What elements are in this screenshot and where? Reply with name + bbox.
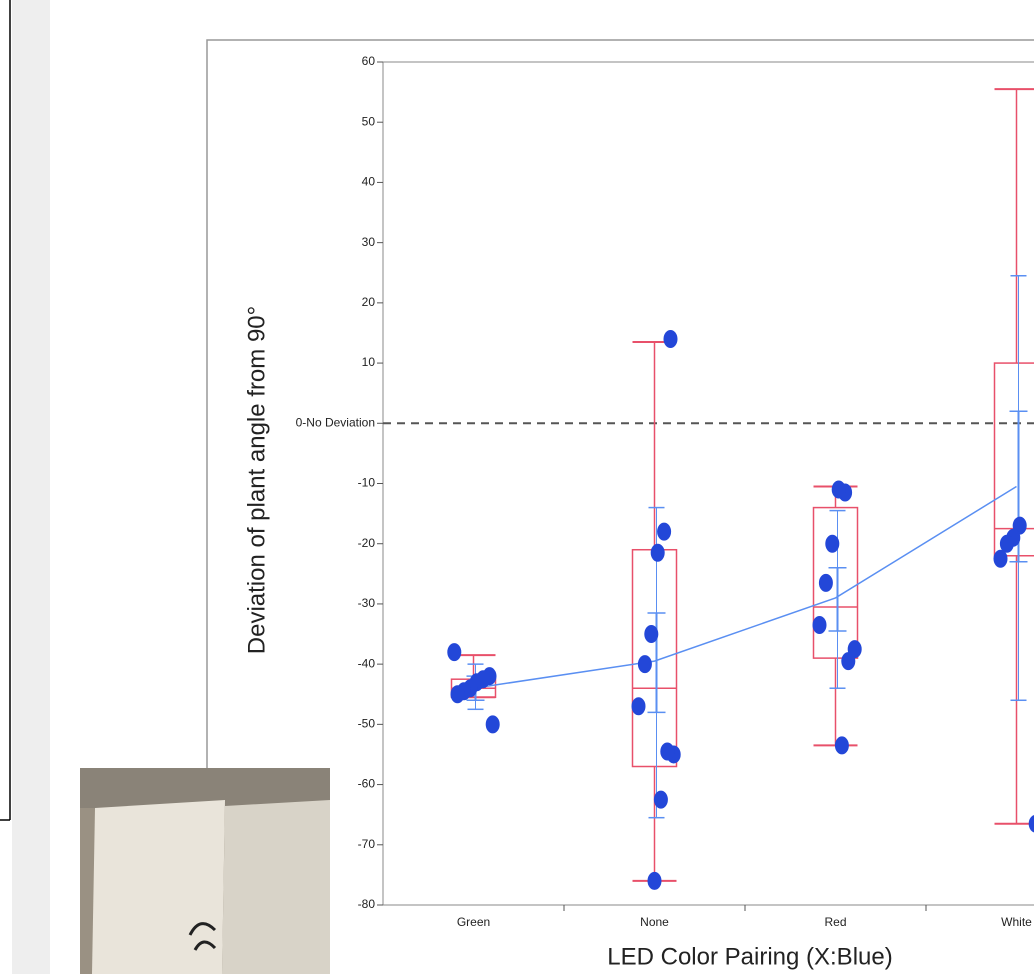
mean-line: [473, 485, 1017, 689]
data-point: [841, 652, 856, 671]
data-point: [447, 643, 462, 662]
y-tick-label: -50: [358, 717, 376, 731]
y-tick-label: -70: [358, 837, 376, 851]
x-tick-label: Green: [457, 915, 490, 929]
y-tick-label: 60: [362, 54, 376, 68]
y-tick-label: -60: [358, 777, 376, 791]
y-axis-title: Deviation of plant angle from 90°: [243, 306, 270, 654]
data-point: [993, 549, 1008, 568]
data-point: [647, 871, 662, 890]
data-point: [660, 742, 675, 761]
data-point: [485, 715, 500, 734]
data-point: [999, 534, 1014, 553]
x-tick-label: None: [640, 915, 669, 929]
y-tick-label: 40: [362, 175, 376, 189]
y-tick-label: 50: [362, 114, 376, 128]
data-point: [657, 522, 672, 541]
side-strip: [12, 0, 50, 974]
data-point: [831, 480, 846, 499]
data-point: [818, 573, 833, 592]
y-tick-label: -80: [358, 897, 376, 911]
box: [631, 548, 678, 768]
data-point: [663, 329, 678, 348]
y-tick-label: -10: [358, 476, 376, 490]
data-point: [631, 697, 646, 716]
y-tick-label: -30: [358, 596, 376, 610]
data-point: [650, 543, 665, 562]
x-axis-title: LED Color Pairing (X:Blue): [607, 943, 892, 970]
y-tick-label: -40: [358, 656, 376, 670]
photo-card: [92, 800, 225, 974]
data-point: [637, 655, 652, 674]
photo-card: [222, 800, 330, 974]
y-tick-label: -20: [358, 536, 376, 550]
y-tick-label: 10: [362, 355, 376, 369]
plot-area: 60 50 40 30 20 10 0-No Deviation -10 -20 -30 -40 -5…: [296, 54, 1034, 929]
photo-plant: [188, 922, 217, 951]
y-tick-label: 30: [362, 235, 376, 249]
data-point: [834, 736, 849, 755]
data-point: [644, 625, 659, 644]
photo: [80, 768, 330, 974]
x-tick-label: Red: [824, 915, 846, 929]
plot-frame: [382, 61, 1034, 906]
y-tick-label: 20: [362, 295, 376, 309]
x-tick-label: White: [1001, 915, 1032, 929]
data-point: [1028, 814, 1034, 833]
box: [993, 362, 1034, 557]
y-tick-label: 0-No Deviation: [296, 415, 375, 429]
data-point: [653, 790, 668, 809]
data-point: [812, 616, 827, 635]
data-point: [450, 685, 465, 704]
data-point: [825, 534, 840, 553]
chart-frame: [206, 39, 1034, 770]
box: [812, 506, 859, 659]
